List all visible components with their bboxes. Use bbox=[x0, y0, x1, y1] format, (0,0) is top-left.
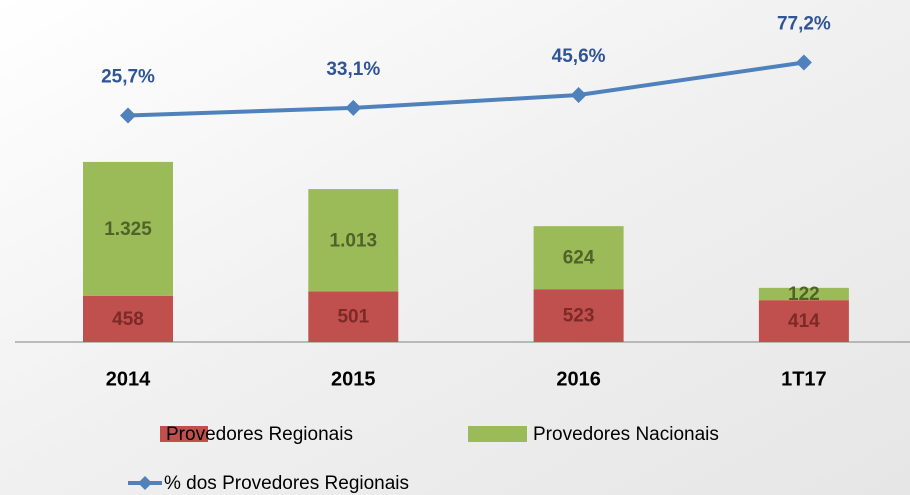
data-label: 122 bbox=[788, 284, 820, 305]
bar bbox=[308, 291, 399, 342]
bar bbox=[533, 289, 624, 342]
legend-marker bbox=[138, 476, 152, 490]
bar bbox=[758, 300, 849, 342]
x-tick-label: 2016 bbox=[556, 368, 601, 390]
legend-swatch bbox=[160, 426, 208, 442]
data-label: 1.325 bbox=[104, 219, 152, 240]
data-label: 458 bbox=[112, 309, 144, 330]
line bbox=[127, 60, 805, 118]
legend-swatch bbox=[468, 426, 527, 442]
bar bbox=[83, 161, 173, 296]
legend-label: Provedores Nacionais bbox=[533, 424, 719, 445]
bar bbox=[533, 226, 624, 290]
data-label: 501 bbox=[337, 307, 369, 328]
data-label: 45,6% bbox=[552, 46, 606, 67]
bar bbox=[308, 189, 399, 292]
x-tick-label: 1T17 bbox=[781, 368, 827, 390]
x-tick-label: 2014 bbox=[106, 368, 151, 390]
data-label: 624 bbox=[563, 248, 595, 269]
data-label: 25,7% bbox=[101, 67, 155, 88]
legend-label: % dos Provedores Regionais bbox=[164, 473, 409, 494]
data-label: 1.013 bbox=[330, 230, 378, 251]
marker bbox=[570, 87, 587, 104]
bar bbox=[758, 287, 849, 301]
x-tick-label: 2015 bbox=[331, 368, 376, 390]
marker bbox=[795, 54, 812, 71]
data-label: 77,2% bbox=[777, 13, 831, 34]
data-label: 414 bbox=[788, 311, 820, 332]
marker bbox=[120, 107, 136, 124]
bar bbox=[83, 295, 173, 342]
data-label: 33,1% bbox=[326, 59, 380, 80]
data-label: 523 bbox=[563, 306, 595, 327]
marker bbox=[345, 99, 362, 116]
legend-label: Provedores Regionais bbox=[166, 424, 353, 445]
